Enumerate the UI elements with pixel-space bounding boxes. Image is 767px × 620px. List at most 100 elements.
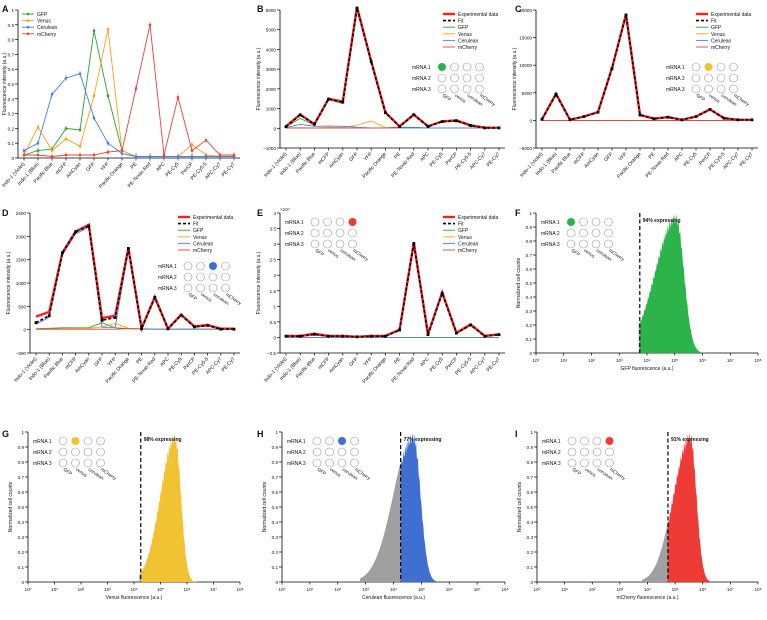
x-tick-label: PE-Cy7	[220, 161, 236, 178]
fit-marker	[355, 335, 359, 339]
mrna-row-label: mRNA 1	[666, 65, 685, 71]
y-tick-label: 2	[273, 273, 276, 278]
legend-label: GFP	[711, 25, 722, 31]
y-tick-label: 0.6	[272, 490, 279, 495]
y-tick-label: 0.3	[527, 535, 534, 540]
panel-C: C −5000 0 5000 10000 15000 20000 Fluorescence i…	[512, 4, 758, 180]
panel-letter: E	[257, 208, 263, 218]
mrna-protein-label: GFP	[187, 292, 198, 302]
y-tick-label: 15000	[519, 36, 532, 41]
y-tick-label: 0.6	[8, 67, 15, 72]
legend-label: Cerulean	[37, 25, 58, 31]
histogram-below-threshold	[642, 521, 668, 582]
mrna-row-label: mRNA 1	[33, 439, 52, 445]
mrna-dot	[338, 437, 346, 445]
fit-marker	[61, 251, 64, 255]
mrna-dot	[729, 73, 738, 83]
legend-label: mCherry	[458, 45, 478, 51]
y-exponent: ×10⁴	[280, 207, 290, 212]
x-tick-label: 10¹	[560, 358, 567, 363]
mrna-dot	[704, 63, 713, 71]
fit-marker	[483, 334, 487, 338]
y-tick-label: 0	[11, 156, 14, 161]
mrna-protein-label: GFP	[695, 93, 706, 103]
panel-F: F 0 0.1 0.2 0.3 0.4 0.5 0.6 0.7 0.8 0.9 1 Normalized…	[515, 208, 762, 372]
x-tick-label: GFP	[93, 356, 105, 368]
y-tick-label: 4	[273, 211, 276, 216]
fit-marker	[140, 327, 143, 331]
y-axis-label: Normalized cell counts	[8, 481, 14, 532]
y-tick-label: 0.3	[272, 535, 279, 540]
y-tick-label: 20000	[519, 8, 532, 13]
mrna-dot	[591, 217, 601, 227]
x-axis-label: Cerulean fluorescence (a.u.)	[362, 595, 425, 601]
mrna-dot	[450, 84, 459, 94]
y-axis-label: Fluorescence intensity (a.u.)	[6, 251, 12, 314]
y-tick-label: 0	[23, 328, 26, 333]
fit-marker	[680, 118, 684, 122]
mrna-dot	[71, 437, 80, 445]
mrna-row-label: mRNA 3	[666, 87, 685, 93]
x-tick-label: GFP	[348, 151, 360, 163]
mrna-dot	[691, 84, 701, 94]
y-tick-label: 0.9	[8, 23, 15, 28]
fit-marker	[384, 334, 387, 338]
y-axis-label: Fluorescence intensity (a.u.)	[2, 52, 8, 115]
fit-marker	[652, 117, 656, 121]
x-tick-label: AmCyan	[583, 151, 600, 169]
expressing-annotation: 98% expressing	[144, 437, 182, 443]
mrna-dot	[450, 73, 459, 83]
x-tick-label: 10⁰	[25, 587, 32, 592]
y-tick-label: 1	[21, 430, 24, 435]
mrna-dot	[71, 447, 80, 457]
mrna-dot	[729, 84, 738, 94]
mrna-protein-label: GFP	[571, 467, 582, 477]
x-tick-label: YFP	[107, 356, 118, 368]
mrna-dot	[335, 239, 345, 249]
mrna-dot	[310, 217, 320, 227]
fit-marker	[582, 115, 586, 118]
expressing-annotation: 91% expressing	[671, 437, 709, 443]
y-tick-label: 0.5	[526, 281, 533, 286]
x-tick-label: 10⁵	[418, 587, 425, 592]
x-tick-label: PE-Cy5	[168, 356, 184, 373]
mrna-dot	[335, 217, 345, 227]
legend-label: Fit	[458, 19, 464, 25]
y-tick-label: 0	[529, 118, 532, 123]
expressing-annotation: 94% expressing	[643, 218, 681, 224]
y-tick-label: 0.2	[18, 550, 25, 555]
legend-label: Cerulean	[458, 241, 479, 247]
mrna-dot	[462, 62, 472, 72]
legend-label: Experimental data	[458, 12, 499, 18]
fit-marker	[596, 110, 600, 114]
y-tick-label: 0	[275, 580, 278, 585]
mrna-dot	[438, 63, 446, 71]
x-tick-label: PE-Cy7	[220, 356, 236, 373]
y-tick-label: 0.7	[18, 475, 25, 480]
x-tick-label: 10⁴	[130, 587, 137, 592]
series-line-fit	[35, 224, 234, 332]
x-tick-label: PE	[130, 161, 139, 170]
mrna-dot	[83, 447, 93, 457]
y-tick-label: 0.7	[272, 475, 279, 480]
y-tick-label: 0.9	[526, 225, 533, 230]
x-tick-label: 10⁰	[533, 358, 540, 363]
panel-letter: C	[515, 4, 522, 14]
y-tick-label: 0	[21, 580, 24, 585]
mrna-dot	[437, 84, 447, 94]
mrna-dot	[605, 437, 614, 445]
y-tick-label: 2000	[266, 87, 277, 92]
mrna-dot	[323, 228, 332, 238]
fit-marker	[127, 247, 130, 250]
panel-letter: G	[2, 429, 9, 439]
mrna-dot	[579, 217, 588, 227]
fit-marker	[47, 314, 51, 318]
fit-marker	[100, 318, 104, 322]
fit-marker	[313, 332, 316, 336]
y-tick-label: 0.6	[18, 490, 25, 495]
panel-A: A 0 0.1 0.2 0.3 0.4 0.5 0.6 0.7 0.8 0.9 1 Fluorescen…	[1, 4, 240, 190]
mrna-protein-label: venus	[327, 248, 340, 260]
mrna-protein-label: GFP	[314, 248, 325, 258]
x-tick-label: 10⁶	[699, 587, 706, 592]
mrna-dot	[96, 436, 105, 446]
